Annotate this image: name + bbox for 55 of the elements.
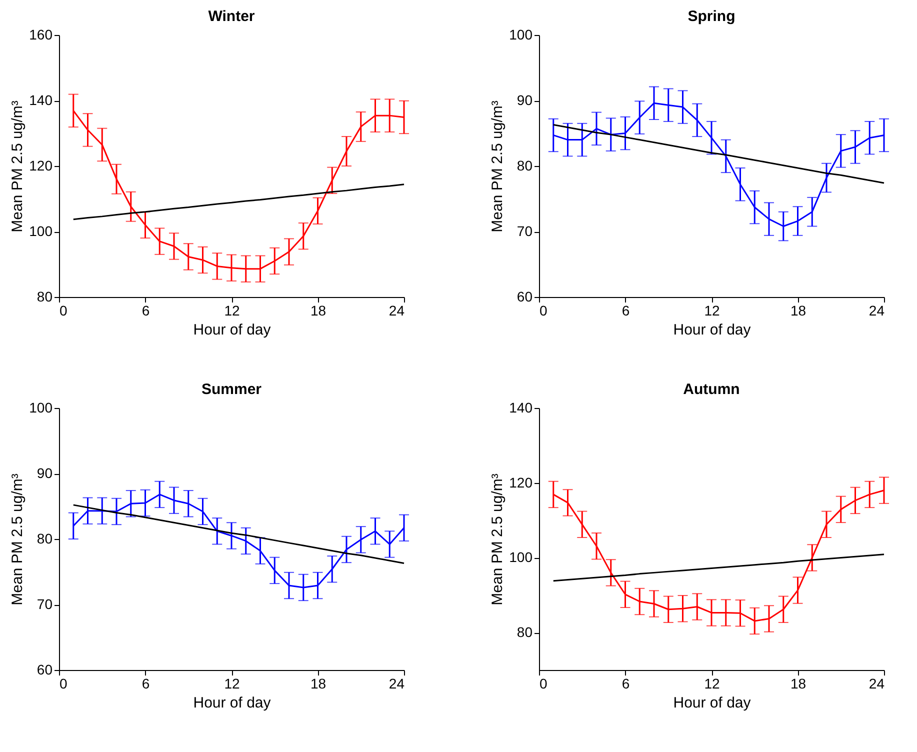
y-tick-label: 60 <box>36 662 53 678</box>
line-series <box>552 124 885 184</box>
x-tick-label: 0 <box>540 302 548 318</box>
x-tick-label: 24 <box>868 676 885 692</box>
x-tick-label: 18 <box>790 676 806 692</box>
y-tick-label: 140 <box>509 400 533 416</box>
y-axis-title: Mean PM 2.5 ug/m³ <box>9 100 26 232</box>
x-axis-title: Hour of day <box>193 322 272 338</box>
x-tick-label: 0 <box>60 302 68 318</box>
y-tick-label: 80 <box>516 158 533 174</box>
x-tick-label: 12 <box>704 676 720 692</box>
x-tick-label: 12 <box>224 302 240 318</box>
x-axis-title: Hour of day <box>673 694 752 712</box>
y-tick-label: 60 <box>516 288 533 304</box>
x-tick-label: 6 <box>142 676 150 692</box>
line-series <box>72 184 405 220</box>
y-tick-label: 80 <box>516 624 533 640</box>
x-tick-label: 6 <box>622 676 630 692</box>
y-axis-title: Mean PM 2.5 ug/m³ <box>489 100 506 232</box>
chart-title: Spring <box>688 8 736 25</box>
x-tick-label: 0 <box>540 676 548 692</box>
x-axis-title: Hour of day <box>193 694 272 712</box>
chart-title: Winter <box>208 8 255 25</box>
line-series <box>552 554 885 582</box>
x-tick-label: 24 <box>388 302 405 318</box>
x-axis-title: Hour of day <box>673 322 752 338</box>
y-tick-label: 100 <box>29 223 53 239</box>
line-series <box>72 504 405 564</box>
y-tick-label: 100 <box>509 549 533 566</box>
x-tick-label: 24 <box>388 676 405 692</box>
y-tick-label: 100 <box>509 26 533 42</box>
x-tick-label: 12 <box>704 302 720 318</box>
y-tick-label: 120 <box>509 474 533 490</box>
x-tick-label: 0 <box>60 676 68 692</box>
x-tick-label: 12 <box>224 676 240 692</box>
chart-title: Autumn <box>683 381 740 398</box>
y-tick-label: 140 <box>29 92 53 108</box>
y-tick-label: 90 <box>36 465 53 481</box>
y-tick-label: 70 <box>516 223 533 239</box>
y-tick-label: 160 <box>29 26 53 42</box>
x-tick-label: 6 <box>622 302 630 318</box>
y-tick-label: 70 <box>36 596 53 612</box>
x-tick-label: 18 <box>310 302 326 318</box>
y-tick-label: 90 <box>516 92 533 108</box>
y-tick-label: 120 <box>29 158 53 174</box>
y-tick-label: 80 <box>36 530 53 546</box>
y-axis-title: Mean PM 2.5 ug/m³ <box>489 474 506 606</box>
x-tick-label: 18 <box>790 302 806 318</box>
chart-title: Summer <box>201 381 262 398</box>
y-tick-label: 80 <box>36 288 53 304</box>
x-tick-label: 24 <box>868 302 885 318</box>
y-tick-label: 100 <box>29 400 53 416</box>
y-axis-title: Mean PM 2.5 ug/m³ <box>9 474 26 606</box>
x-tick-label: 18 <box>310 676 326 692</box>
x-tick-label: 6 <box>142 302 150 318</box>
